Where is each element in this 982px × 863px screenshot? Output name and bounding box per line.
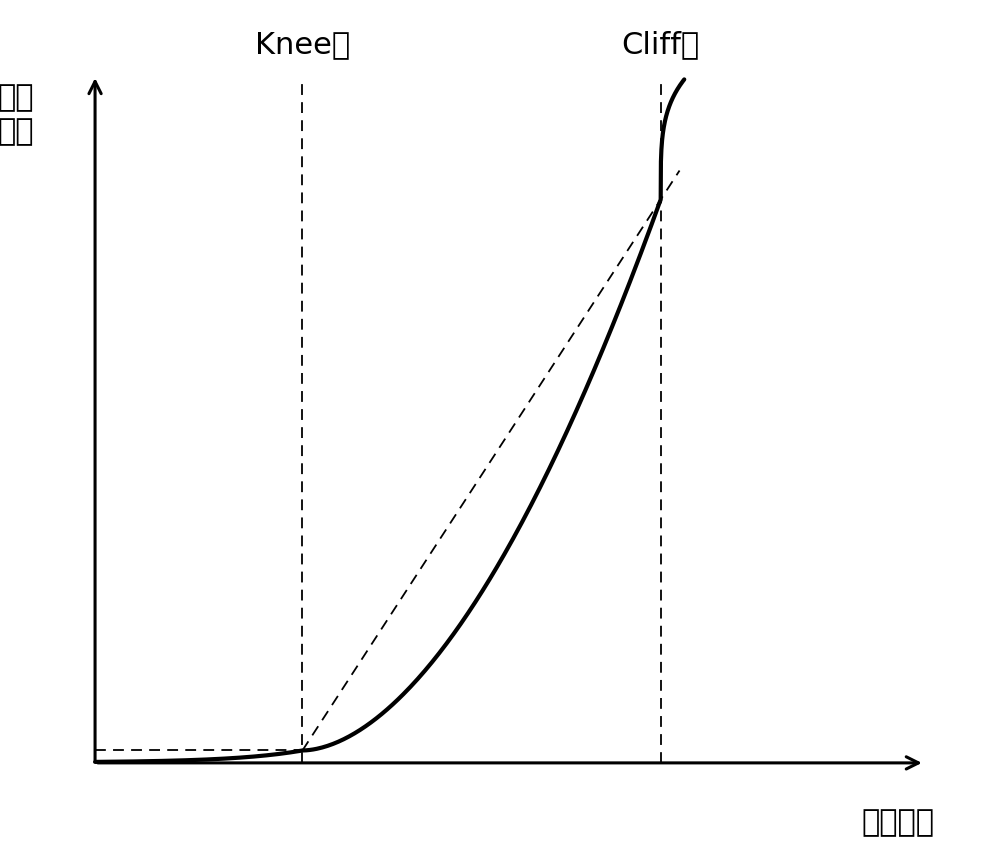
Text: 网络负载: 网络负载	[861, 809, 934, 837]
Text: 往返
时延: 往返 时延	[0, 84, 33, 146]
Text: Cliff点: Cliff点	[622, 29, 700, 59]
Text: Knee点: Knee点	[255, 29, 350, 59]
